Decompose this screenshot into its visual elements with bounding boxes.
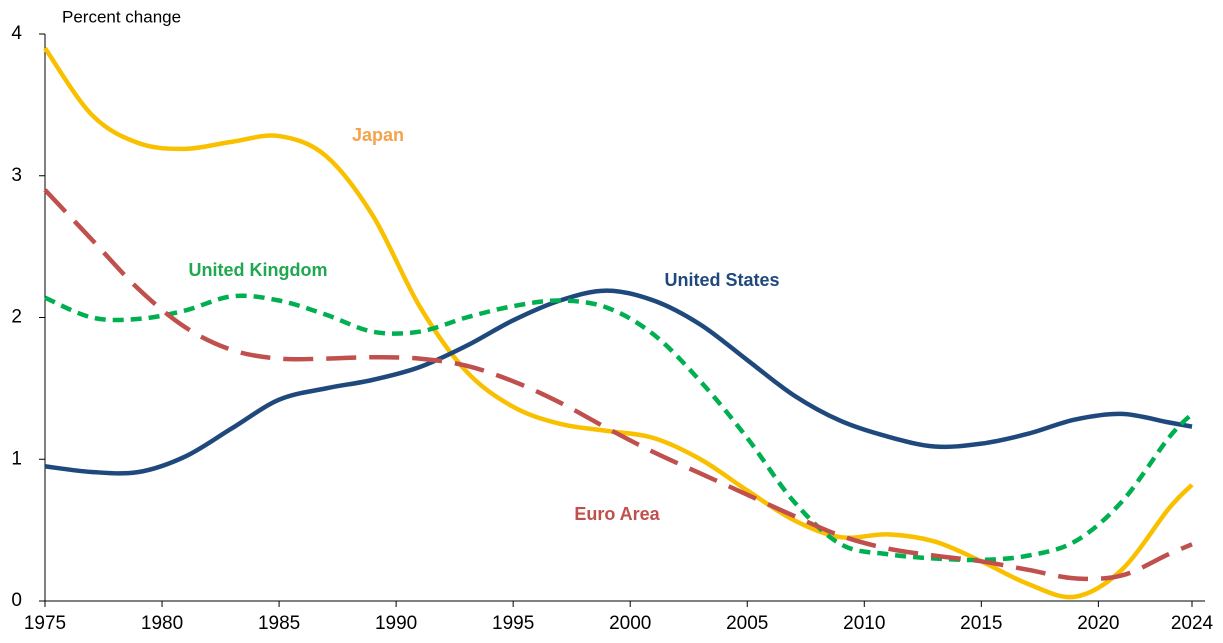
y-tick-label: 4 <box>11 23 22 44</box>
y-tick-label: 3 <box>11 165 22 186</box>
series-line <box>44 288 1193 476</box>
x-tick-label: 2020 <box>1077 613 1119 634</box>
series-label: Euro Area <box>574 504 660 524</box>
y-tick-label: 1 <box>11 448 22 469</box>
y-tick-label: 2 <box>11 307 22 328</box>
x-tick-label: 2015 <box>960 613 1002 634</box>
x-tick-label: 2024 <box>1171 613 1214 634</box>
x-tick-label: 1975 <box>24 613 66 634</box>
y-tick-label: 0 <box>11 590 22 611</box>
x-tick-label: 2010 <box>843 613 885 634</box>
x-tick-label: 2000 <box>609 613 651 634</box>
series-line <box>44 293 1194 563</box>
x-tick-label: 1985 <box>258 613 300 634</box>
series-line <box>43 188 1193 582</box>
y-axis-label: Percent change <box>62 7 181 26</box>
series-label: United Kingdom <box>189 260 328 280</box>
series-label: United States <box>664 270 779 290</box>
x-tick-label: 1995 <box>492 613 534 634</box>
x-tick-label: 1990 <box>375 613 417 634</box>
x-tick-label: 1980 <box>141 613 183 634</box>
x-tick-label: 2005 <box>726 613 768 634</box>
series-label: Japan <box>352 125 404 145</box>
